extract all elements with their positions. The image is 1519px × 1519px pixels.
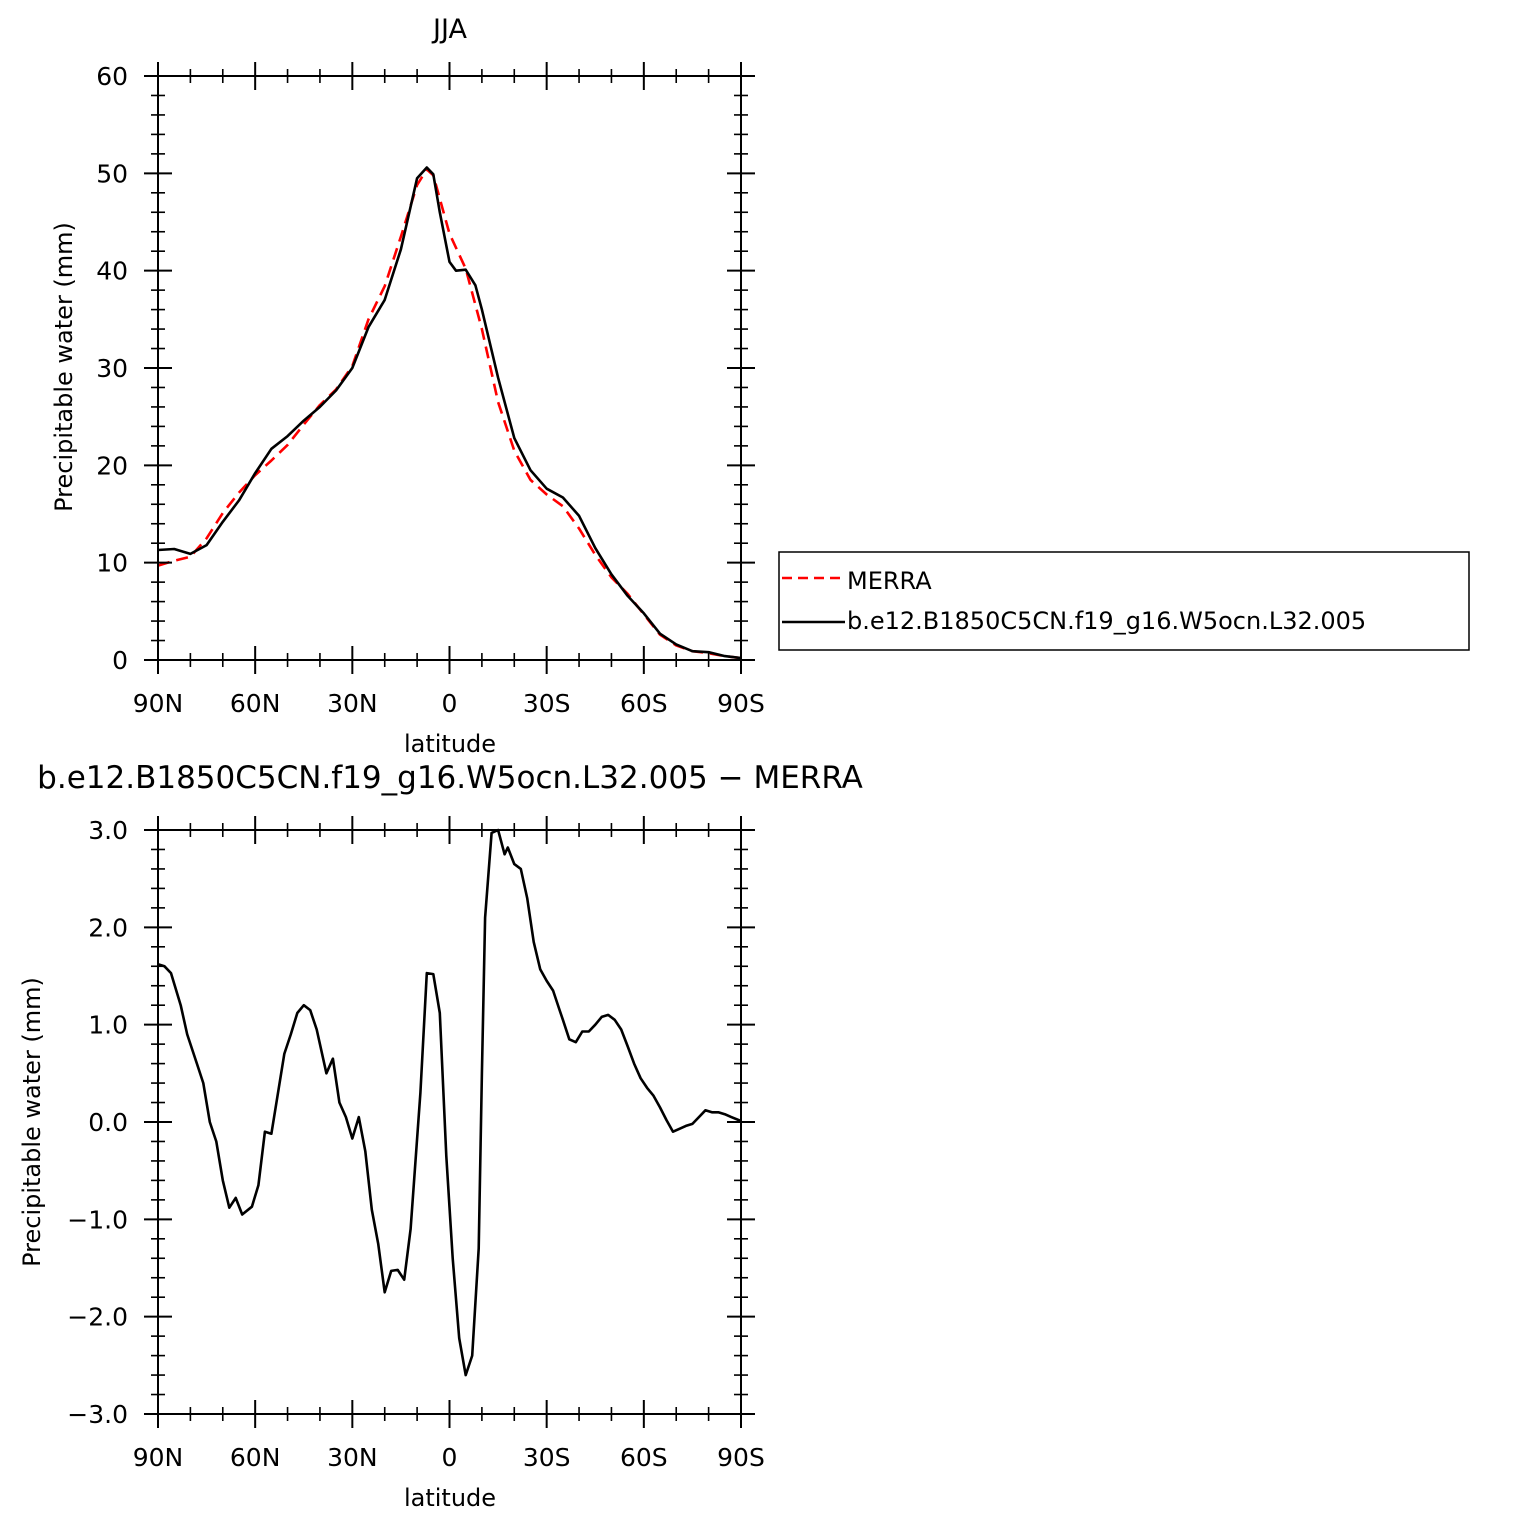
legend-model-label: b.e12.B1850C5CN.f19_g16.W5ocn.L32.005 [847,607,1366,635]
difference-x-tick-label: 60N [230,1443,281,1472]
difference-y-tick-label: 3.0 [88,816,128,845]
jja-x-tick-label: 0 [442,689,458,718]
jja-y-tick-label: 50 [96,159,128,188]
difference-y-tick-label: −2.0 [67,1303,128,1332]
difference-series-difference-line [157,828,742,1377]
difference-y-tick-label: 1.0 [88,1011,128,1040]
difference-y-tick-label: −3.0 [67,1400,128,1429]
jja-x-tick-label: 30S [523,689,571,718]
jja-y-tick-label: 40 [96,257,128,286]
difference-x-tick-label: 90N [133,1443,184,1472]
difference-x-tick-label: 90S [717,1443,765,1472]
jja-x-axis-label: latitude [404,730,496,758]
jja-series-merra-line [157,168,742,660]
difference-plot-frame [157,829,742,1415]
jja-y-tick-label: 20 [96,451,128,480]
jja-y-tick-label: 60 [96,62,128,91]
jja-x-tick-label: 90N [133,689,184,718]
jja-series-b-e12-b1850c5cn-f19-g16-w5ocn-l32-005-line [157,166,742,660]
difference-x-tick-label: 30S [523,1443,571,1472]
difference-x-tick-label: 30N [327,1443,378,1472]
difference-panel-title: b.e12.B1850C5CN.f19_g16.W5ocn.L32.005 − … [37,760,863,796]
jja-x-tick-label: 30N [327,689,378,718]
difference-y-tick-label: −1.0 [67,1205,128,1234]
jja-y-tick-label: 10 [96,549,128,578]
jja-y-tick-label: 0 [112,646,128,675]
difference-x-axis-label: latitude [404,1484,496,1512]
jja-panel: JJA Precipitable water (mm) latitude 0 10… [50,14,765,758]
difference-y-tick-label: 2.0 [88,913,128,942]
jja-y-tick-label: 30 [96,354,128,383]
difference-x-tick-label: 60S [620,1443,668,1472]
difference-panel: b.e12.B1850C5CN.f19_g16.W5ocn.L32.005 − … [18,760,863,1512]
legend-merra-label: MERRA [847,567,932,595]
jja-y-axis-label: Precipitable water (mm) [50,222,78,512]
difference-y-tick-label: 0.0 [88,1108,128,1137]
jja-x-tick-label: 60S [620,689,668,718]
legend-box [778,551,1470,651]
jja-x-tick-label: 90S [717,689,765,718]
jja-panel-title: JJA [431,14,467,45]
difference-x-tick-label: 0 [442,1443,458,1472]
jja-x-tick-label: 60N [230,689,281,718]
jja-plot-frame [157,75,742,661]
difference-y-axis-label: Precipitable water (mm) [18,977,46,1267]
legend: MERRA b.e12.B1850C5CN.f19_g16.W5ocn.L32.… [778,551,1470,651]
